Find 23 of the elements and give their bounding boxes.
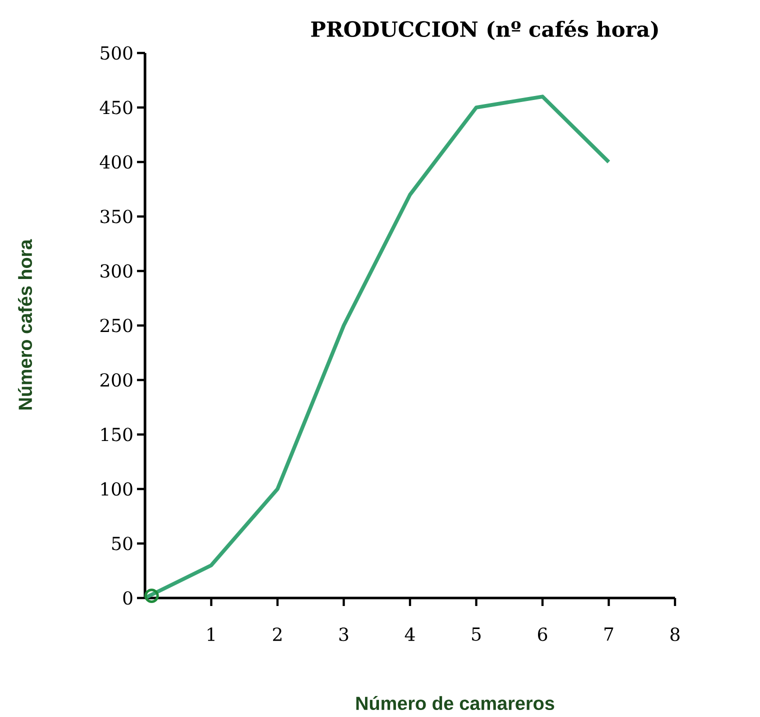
y-tick-label: 200	[100, 373, 132, 387]
y-tick-label: 50	[112, 536, 132, 550]
y-tick-label: 450	[100, 100, 132, 114]
x-tick-label: 2	[273, 628, 282, 641]
x-axis-title: Número de camareros	[356, 696, 554, 710]
x-tick-label: 1	[208, 628, 214, 641]
x-tick-label: 5	[472, 628, 481, 641]
y-tick-label: 400	[100, 155, 132, 169]
y-tick-label: 150	[101, 428, 132, 442]
x-tick-label: 8	[670, 628, 680, 642]
y-tick-label: 250	[100, 318, 132, 332]
y-tick-label: 350	[100, 210, 132, 224]
x-tick-label: 4	[404, 628, 415, 641]
chart-title: PRODUCCION (nº cafés hora)	[311, 20, 658, 40]
y-tick-label: 0	[123, 591, 132, 605]
y-tick-label: 300	[100, 264, 132, 278]
x-tick-label: 7	[604, 628, 614, 641]
line-series	[143, 94, 611, 600]
x-tick-label: 6	[538, 628, 548, 642]
y-axis-title: Número cafés hora	[18, 239, 32, 410]
y-tick-label: 100	[101, 482, 132, 496]
y-tick-label: 500	[100, 46, 132, 60]
x-tick-label: 3	[339, 628, 348, 642]
